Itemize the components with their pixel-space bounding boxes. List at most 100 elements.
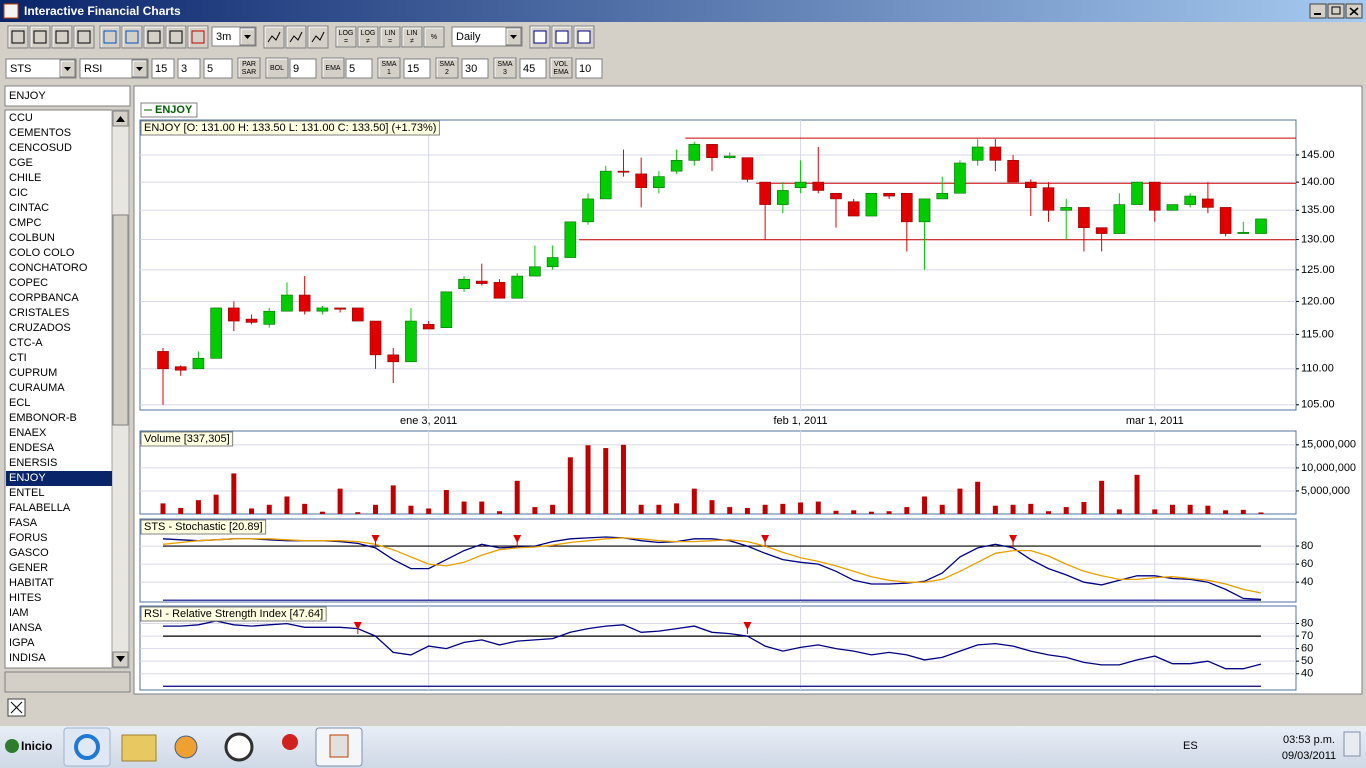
sma2-button[interactable]: [435, 57, 459, 79]
ema-param[interactable]: [345, 58, 373, 79]
tool-button[interactable]: [121, 25, 143, 49]
volume-bar: [1116, 509, 1122, 514]
ema-button[interactable]: [321, 57, 345, 79]
vol-ema-param[interactable]: [575, 58, 603, 79]
symbol-item[interactable]: CEMENTOS: [9, 127, 71, 139]
symbol-item[interactable]: CHILE: [9, 172, 41, 184]
symbol-item[interactable]: FALABELLA: [9, 502, 71, 514]
bol-param[interactable]: [289, 58, 317, 79]
clock-date[interactable]: 09/03/2011: [1282, 750, 1336, 762]
oscillator-1-combo[interactable]: [5, 58, 77, 79]
bol-button[interactable]: [265, 57, 289, 79]
maximize-button[interactable]: [1327, 3, 1345, 19]
signal-marker: [761, 535, 770, 543]
tool-button[interactable]: [73, 25, 95, 49]
candle-body: [511, 275, 524, 299]
scale-button[interactable]: [335, 26, 357, 48]
symbol-item[interactable]: IAM: [9, 607, 29, 619]
symbol-item[interactable]: HITES: [9, 592, 41, 604]
symbol-item[interactable]: GENER: [9, 562, 48, 574]
pin-icon[interactable]: [282, 734, 298, 750]
tool-button[interactable]: [29, 25, 51, 49]
symbol-item[interactable]: INDISA: [9, 652, 46, 664]
symbol-item[interactable]: CRUZADOS: [9, 322, 71, 334]
symbol-item[interactable]: ENDESA: [9, 442, 55, 454]
volume-bar: [249, 508, 255, 514]
start-label[interactable]: Inicio: [21, 739, 52, 753]
vol-ema-button[interactable]: [549, 57, 573, 79]
signal-marker: [1009, 535, 1018, 543]
interval-combo[interactable]: [451, 26, 523, 47]
chart-type-button[interactable]: [263, 25, 285, 49]
y-tick-label: 80: [1301, 540, 1313, 552]
symbol-item[interactable]: CORPBANCA: [9, 292, 79, 304]
scroll-thumb[interactable]: [112, 214, 129, 426]
sma3-button[interactable]: [493, 57, 517, 79]
tool-button[interactable]: [143, 25, 165, 49]
candle-body: [759, 181, 771, 205]
symbol-item[interactable]: ECL: [9, 397, 30, 409]
media-icon[interactable]: [174, 735, 198, 759]
scale-button[interactable]: [401, 26, 423, 48]
scale-button[interactable]: [379, 26, 401, 48]
tool-button[interactable]: [99, 25, 121, 49]
ie-button[interactable]: [63, 727, 111, 767]
par-sar-button-label: SAR: [242, 69, 256, 76]
tool-button[interactable]: [51, 25, 73, 49]
indicator-line: [163, 620, 1262, 670]
scale-button-highlight: [358, 27, 377, 46]
symbol-item[interactable]: COPEC: [9, 277, 48, 289]
candle-body: [1255, 218, 1267, 234]
oscillator-2-combo[interactable]: [79, 58, 149, 79]
symbol-item[interactable]: ENJOY: [9, 472, 46, 484]
sma2-button-label: 2: [445, 69, 449, 76]
symbol-item[interactable]: CTC-A: [9, 337, 43, 349]
symbol-item[interactable]: CMPC: [9, 217, 41, 229]
tool-button[interactable]: [165, 25, 187, 49]
tool-icon: [191, 30, 205, 44]
sts-param[interactable]: [203, 58, 233, 79]
symbol-item[interactable]: IGPA: [9, 637, 35, 649]
symbol-item[interactable]: ENERSIS: [9, 457, 57, 469]
notification-area[interactable]: [1343, 731, 1361, 757]
tool-button[interactable]: [7, 25, 29, 49]
symbol-item[interactable]: ENTEL: [9, 487, 44, 499]
language[interactable]: ES: [1183, 740, 1198, 752]
sma3-param[interactable]: [519, 58, 547, 79]
sma1-param[interactable]: [403, 58, 431, 79]
symbol-item[interactable]: FORUS: [9, 532, 48, 544]
symbol-item[interactable]: HABITAT: [9, 577, 54, 589]
chart-type-button[interactable]: [285, 25, 307, 49]
sts-param[interactable]: [177, 58, 201, 79]
sma2-param[interactable]: [461, 58, 489, 79]
symbol-item[interactable]: CCU: [9, 112, 33, 124]
symbol-item[interactable]: CENCOSUD: [9, 142, 72, 154]
symbol-item[interactable]: ENAEX: [9, 427, 47, 439]
par-sar-button[interactable]: [237, 57, 261, 79]
symbol-field[interactable]: [4, 85, 131, 107]
symbol-item[interactable]: CINTAC: [9, 202, 49, 214]
symbol-item[interactable]: COLO COLO: [9, 247, 75, 259]
symbol-item[interactable]: CONCHATORO: [9, 262, 88, 274]
symbol-item[interactable]: CGE: [9, 157, 33, 169]
symbol-item[interactable]: GASCO: [9, 547, 49, 559]
symbol-item[interactable]: IANSA: [9, 622, 43, 634]
symbol-item[interactable]: CRISTALES: [9, 307, 69, 319]
clock-time[interactable]: 03:53 p.m.: [1283, 734, 1335, 746]
sts-param[interactable]: [151, 58, 175, 79]
scale-button[interactable]: [423, 26, 445, 48]
symbol-item[interactable]: EMBONOR-B: [9, 412, 77, 424]
tool-button[interactable]: [187, 25, 209, 49]
symbol-item[interactable]: CTI: [9, 352, 27, 364]
symbol-item[interactable]: CUPRUM: [9, 367, 57, 379]
symbol-item[interactable]: CURAUMA: [9, 382, 65, 394]
symbol-item[interactable]: COLBUN: [9, 232, 55, 244]
minimize-button[interactable]: [1309, 3, 1327, 19]
sma1-button[interactable]: [377, 57, 401, 79]
chart-type-button[interactable]: [307, 25, 329, 49]
clock-app-icon[interactable]: [224, 732, 254, 762]
scale-button[interactable]: [357, 26, 379, 48]
symbol-item[interactable]: FASA: [9, 517, 38, 529]
symbol-item[interactable]: CIC: [9, 187, 28, 199]
explorer-icon[interactable]: [121, 734, 157, 762]
